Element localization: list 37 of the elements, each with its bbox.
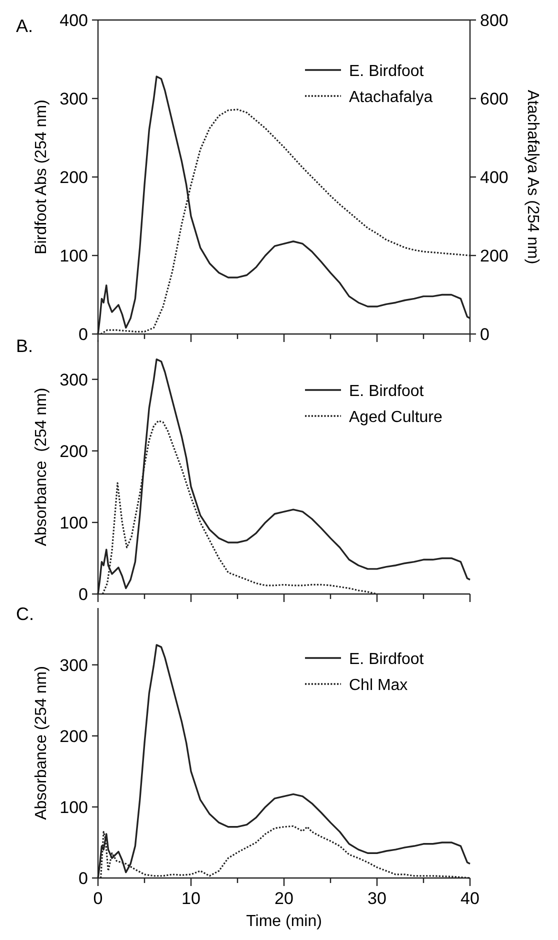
y2-tick-label: 0 (480, 325, 490, 344)
y-axis-title: Absorbance (254 nm) (33, 388, 50, 546)
y2-tick-label: 400 (480, 168, 508, 187)
legend-label: Aged Culture (349, 409, 442, 426)
y-tick-label: 0 (78, 585, 88, 604)
legend-label: Chl Max (349, 677, 408, 694)
x-tick-label: 10 (182, 889, 200, 908)
y-tick-label: 100 (60, 798, 88, 817)
text: A. (16, 16, 34, 36)
legend-label: Atachafalya (349, 89, 433, 106)
legend-label: E. Birdfoot (349, 651, 424, 668)
x-axis-title: Time (min) (246, 913, 322, 930)
y2-tick-label: 200 (480, 246, 508, 266)
y2-tick-label: 800 (480, 11, 508, 30)
y-tick-label: 200 (60, 442, 88, 461)
y-axis-title: Absorbance (254 nm) (33, 666, 50, 820)
x-tick-label: 20 (274, 889, 294, 908)
x-tick-label: 0 (93, 889, 103, 908)
y-tick-label: 0 (78, 325, 88, 344)
y-tick-label: 200 (60, 726, 88, 746)
y-tick-label: 100 (60, 246, 88, 266)
y2-axis-title: Atachafalya As (254 nm) (524, 90, 541, 264)
x-tick-label: 30 (368, 889, 386, 908)
legend-label: E. Birdfoot (349, 63, 424, 80)
y-tick-label: 200 (60, 168, 88, 187)
y-tick-label: 400 (60, 11, 88, 30)
y-tick-label: 100 (60, 513, 88, 532)
y-axis-title: Birdfoot Abs (254 nm) (33, 100, 50, 254)
y-tick-label: 300 (60, 90, 88, 108)
x-tick-label: 40 (460, 889, 480, 908)
y-tick-label: 0 (78, 869, 88, 888)
text: B. (16, 336, 34, 356)
y2-tick-label: 600 (480, 90, 508, 108)
text: C. (16, 604, 34, 624)
legend-label: E. Birdfoot (349, 383, 424, 400)
y-tick-label: 300 (60, 656, 88, 675)
y-tick-label: 300 (60, 370, 88, 390)
